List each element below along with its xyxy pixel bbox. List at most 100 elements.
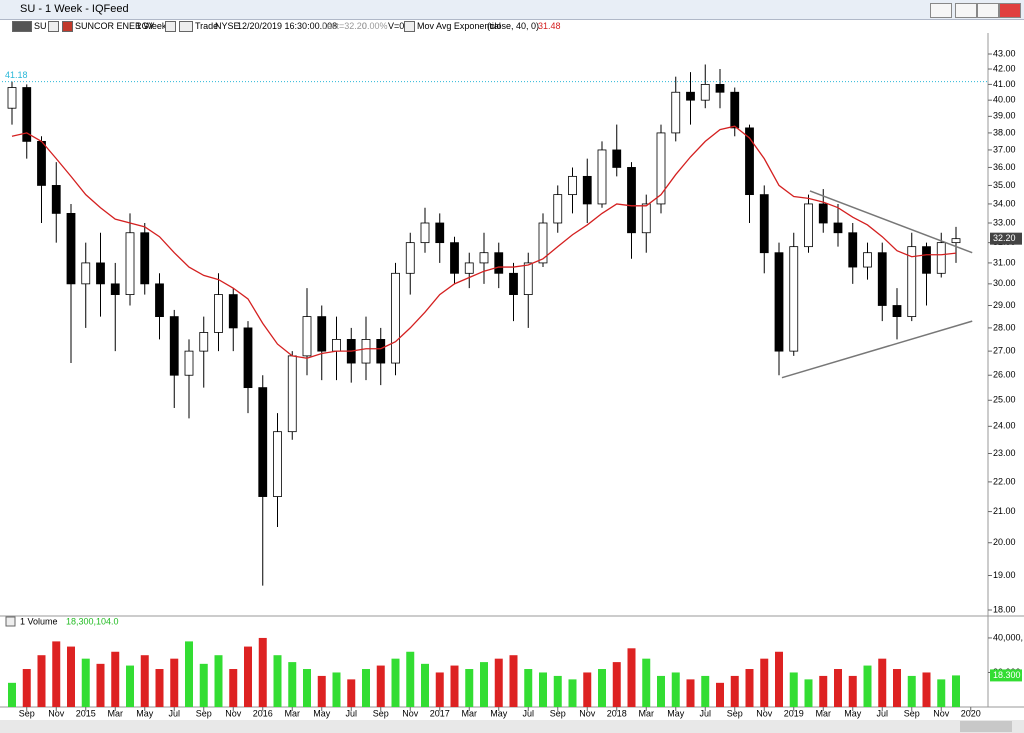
x-tick-label: 2018 [607,708,627,718]
candle-body [892,305,902,318]
volume-bar [612,662,621,707]
minimize-button[interactable] [955,3,977,18]
volume-bar [627,648,636,707]
y-tick-label: 21.00 [993,506,1016,516]
volume-badge-label: 18.300 [993,670,1021,680]
x-tick-label: 2020 [961,708,981,718]
volume-bar [893,669,901,707]
volume-bar [922,672,931,707]
volume-bar [288,662,297,707]
y-tick-label: 25.00 [993,395,1016,405]
candle-body [523,262,533,295]
volume-bar [67,646,75,707]
trendline [781,320,973,379]
y-tick-label: 38.00 [993,127,1016,137]
volume-bar [214,655,223,707]
x-tick-label: Nov [756,708,773,718]
y-tick-label: 22.00 [993,476,1016,486]
candle-body [538,222,548,264]
volume-bar [111,651,120,707]
change: 0.00% [362,21,388,31]
volume-bar [303,669,311,707]
candle-body [848,232,858,268]
y-tick-label: 36.00 [993,162,1016,172]
x-tick-label: Nov [402,708,419,718]
candle-body [199,332,209,352]
y-tick-label: 42.00 [993,63,1016,73]
volume-bar [332,672,341,707]
y-tick-label: 29.00 [993,300,1016,310]
candle-body [833,222,843,234]
volume-bar [170,658,179,707]
chart-background [0,33,1024,733]
volume-bar [730,675,739,707]
y-tick-label: 20.00 [993,537,1016,547]
interval[interactable]: 1 Week [136,21,167,31]
volume-bar [642,658,651,707]
candle-body [774,252,784,352]
candle-body [435,222,445,244]
candle-body [686,91,695,101]
volume-badge [990,669,1022,682]
x-tick-label: 2017 [430,708,450,718]
candle-body [405,242,415,274]
volume-bar [878,658,887,707]
close-button[interactable] [999,3,1021,18]
candle-body [715,84,725,93]
volume-bar [81,658,90,707]
volume-bar [745,669,754,707]
x-tick-label: Sep [550,708,566,718]
y-tick-label: 34.00 [993,198,1016,208]
x-tick-label: Nov [225,708,242,718]
candle-body [450,242,459,274]
link-button[interactable] [12,21,32,32]
volume-bar [598,669,606,707]
x-tick-label: Nov [933,708,950,718]
symbol-color[interactable] [62,21,73,32]
y-tick-label: 33.00 [993,217,1016,227]
x-tick-label: Jul [699,708,711,718]
options-button[interactable] [930,3,952,18]
volume-bar [317,675,326,707]
volume-close[interactable] [5,616,16,627]
candle-body [494,252,504,274]
candle-body [37,140,46,186]
volume-bar [258,637,267,707]
y-tick-label: 37.00 [993,144,1016,154]
symbol-dropdown[interactable] [48,21,59,32]
candle-body [951,238,961,244]
candle-body [759,194,769,254]
candle-body [627,167,636,234]
data-type-button[interactable] [179,21,193,32]
datetime: 12/20/2019 16:30:00.008 [237,21,338,31]
y-tick-label: 26.00 [993,370,1016,380]
volume-bar [185,641,193,707]
y-tick-label: 23.00 [993,448,1016,458]
x-tick-label: Sep [727,708,743,718]
x-tick-label: Sep [196,708,212,718]
volume: V=0 [388,21,405,31]
x-tick-label: Jul [522,708,534,718]
study-close[interactable] [404,21,415,32]
reference-label: 41.18 [5,70,28,80]
scrollbar-thumb[interactable] [960,721,1012,732]
maximize-button[interactable] [977,3,999,18]
candle-body [936,242,946,274]
y-tick-label: 43.00 [993,48,1016,58]
last-price-badge [990,232,1022,245]
candle-body [110,283,120,295]
interval-dropdown[interactable] [165,21,176,32]
window-title: SU - 1 Week - IQFeed [20,3,129,15]
x-tick-label: Sep [19,708,35,718]
candle-body [863,252,872,268]
x-tick-label: May [667,708,685,718]
scrollbar[interactable] [0,720,1024,733]
x-tick-label: Nov [579,708,596,718]
volume-bar [553,675,562,707]
volume-bar [391,658,400,707]
study-value: 31.48 [538,21,561,31]
y-tick-label: 31.00 [993,257,1016,267]
volume-bar [937,679,946,707]
chart: 1 Volume 18,300,104.0 18.00 19.00 20.00 21.… [0,33,1024,733]
x-tick-label: 2019 [784,708,804,718]
